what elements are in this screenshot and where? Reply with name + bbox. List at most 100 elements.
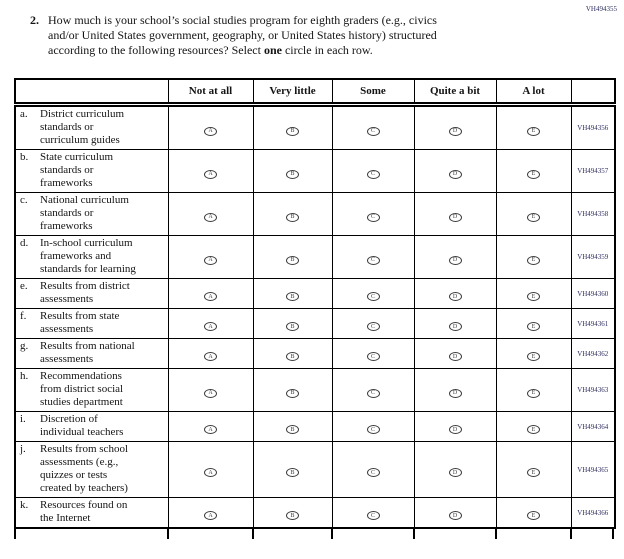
answer-cell: C: [331, 149, 415, 193]
answer-bubble-a[interactable]: A: [204, 468, 217, 477]
answer-bubble-c[interactable]: C: [366, 126, 380, 136]
answer-bubble-e[interactable]: E: [527, 425, 540, 434]
answer-cell: A: [167, 149, 254, 193]
answer-bubble-d[interactable]: D: [448, 388, 462, 398]
answer-bubble-e[interactable]: E: [527, 468, 540, 477]
answer-bubble-c[interactable]: C: [366, 322, 380, 331]
column-line-stub: [612, 529, 614, 539]
row-label-text: Discretion of individual teachers: [40, 413, 124, 438]
answer-bubble-a[interactable]: A: [204, 388, 217, 398]
answer-bubble-c[interactable]: C: [366, 468, 380, 477]
answer-bubble-a[interactable]: A: [204, 212, 217, 222]
answer-cell: A: [167, 104, 254, 150]
answer-bubble-c[interactable]: C: [366, 352, 380, 361]
answer-bubble-b[interactable]: B: [286, 352, 299, 361]
answer-cell: E: [495, 308, 572, 339]
row-letter: a.: [20, 108, 28, 120]
answer-bubble-e[interactable]: E: [527, 292, 540, 301]
table-continuation-stubs: [14, 529, 616, 541]
answer-bubble-c[interactable]: C: [366, 292, 380, 301]
row-label: j. Results from school assessments (e.g.,…: [14, 441, 169, 498]
answer-cell: C: [331, 104, 415, 150]
answer-bubble-b[interactable]: B: [286, 212, 299, 222]
answer-cell: C: [331, 368, 415, 412]
column-line-stub: [495, 529, 497, 539]
row-label-text: Recommendations from district social stu…: [40, 370, 124, 408]
row-label: e. Results from district assessments: [14, 278, 169, 309]
answer-bubble-b[interactable]: B: [286, 126, 299, 136]
answer-bubble-a[interactable]: A: [204, 292, 217, 301]
answer-bubble-d[interactable]: D: [448, 511, 462, 520]
answer-bubble-b[interactable]: B: [286, 468, 299, 477]
answer-cell: E: [495, 278, 572, 309]
row-code: VH494360: [570, 278, 616, 309]
row-letter: i.: [20, 413, 26, 425]
answer-bubble-e[interactable]: E: [527, 388, 540, 398]
answer-bubble-a[interactable]: A: [204, 255, 217, 265]
answer-bubble-a[interactable]: A: [204, 425, 217, 434]
answer-cell: C: [331, 338, 415, 369]
answer-bubble-e[interactable]: E: [527, 126, 540, 136]
answer-bubble-d[interactable]: D: [448, 126, 462, 136]
answer-bubble-c[interactable]: C: [366, 212, 380, 222]
answer-cell: A: [167, 338, 254, 369]
answer-bubble-e[interactable]: E: [527, 511, 540, 520]
row-letter: c.: [20, 194, 28, 206]
answer-cell: C: [331, 441, 415, 498]
answer-bubble-d[interactable]: D: [448, 425, 462, 434]
answer-bubble-c[interactable]: C: [366, 255, 380, 265]
answer-cell: E: [495, 411, 572, 442]
answer-cell: B: [252, 104, 333, 150]
answer-cell: D: [413, 338, 497, 369]
answer-bubble-d[interactable]: D: [448, 322, 462, 331]
header-quite-a-bit: Quite a bit: [413, 78, 497, 107]
answer-cell: E: [495, 338, 572, 369]
answer-bubble-e[interactable]: E: [527, 352, 540, 361]
response-matrix: Not at all Very little Some Quite a bit …: [14, 78, 616, 529]
answer-cell: C: [331, 411, 415, 442]
answer-bubble-a[interactable]: A: [204, 511, 217, 520]
answer-bubble-e[interactable]: E: [527, 212, 540, 222]
answer-bubble-b[interactable]: B: [286, 425, 299, 434]
answer-cell: A: [167, 497, 254, 529]
answer-bubble-a[interactable]: A: [204, 169, 217, 179]
header-empty-code: [570, 78, 616, 107]
answer-bubble-b[interactable]: B: [286, 169, 299, 179]
row-code: VH494358: [570, 192, 616, 236]
answer-bubble-d[interactable]: D: [448, 292, 462, 301]
answer-bubble-b[interactable]: B: [286, 322, 299, 331]
table-row: d. In-school curriculum frameworks and st…: [14, 235, 616, 279]
answer-bubble-c[interactable]: C: [366, 425, 380, 434]
row-label: c. National curriculum standards or frame…: [14, 192, 169, 236]
answer-bubble-c[interactable]: C: [366, 169, 380, 179]
answer-bubble-b[interactable]: B: [286, 292, 299, 301]
row-code: VH494364: [570, 411, 616, 442]
answer-cell: B: [252, 441, 333, 498]
row-letter: b.: [20, 151, 29, 163]
answer-bubble-a[interactable]: A: [204, 322, 217, 331]
answer-bubble-c[interactable]: C: [366, 511, 380, 520]
answer-bubble-d[interactable]: D: [448, 169, 462, 179]
answer-bubble-a[interactable]: A: [204, 352, 217, 361]
answer-bubble-d[interactable]: D: [448, 468, 462, 477]
row-label-text: Results from national assessments: [40, 340, 135, 365]
answer-bubble-d[interactable]: D: [448, 212, 462, 222]
answer-bubble-e[interactable]: E: [527, 169, 540, 179]
answer-cell: D: [413, 441, 497, 498]
answer-bubble-b[interactable]: B: [286, 388, 299, 398]
answer-bubble-c[interactable]: C: [366, 388, 380, 398]
answer-cell: A: [167, 368, 254, 412]
answer-bubble-d[interactable]: D: [448, 255, 462, 265]
answer-bubble-a[interactable]: A: [204, 126, 217, 136]
answer-bubble-e[interactable]: E: [527, 255, 540, 265]
answer-bubble-d[interactable]: D: [448, 352, 462, 361]
row-code: VH494365: [570, 441, 616, 498]
row-code: VH494356: [570, 104, 616, 150]
row-label: g. Results from national assessments: [14, 338, 169, 369]
answer-bubble-b[interactable]: B: [286, 255, 299, 265]
answer-bubble-e[interactable]: E: [527, 322, 540, 331]
table-row: i. Discretion of individual teachers A B C D E…: [14, 411, 616, 442]
table-row: j. Results from school assessments (e.g.,…: [14, 441, 616, 498]
question-number: 2.: [30, 13, 39, 27]
answer-bubble-b[interactable]: B: [286, 511, 299, 520]
